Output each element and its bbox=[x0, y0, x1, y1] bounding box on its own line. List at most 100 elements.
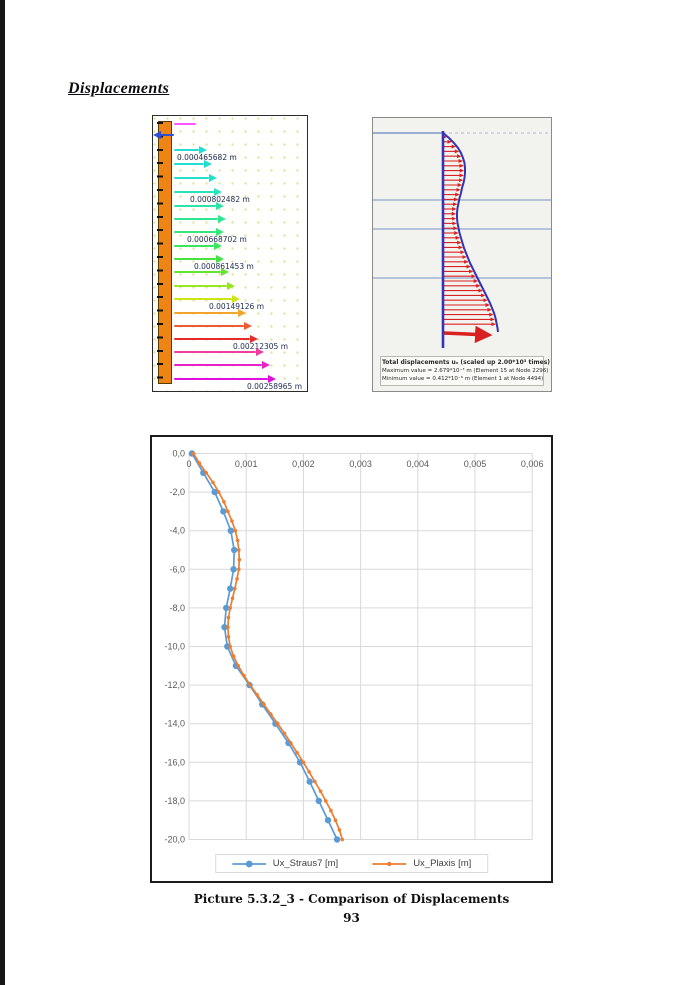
arrowhead-icon bbox=[216, 202, 224, 210]
displacement-arrow bbox=[174, 228, 224, 236]
data-point bbox=[306, 778, 313, 785]
data-point bbox=[323, 799, 328, 803]
displacement-arrow bbox=[174, 123, 196, 125]
data-point bbox=[226, 625, 230, 629]
straus7-arrow-layer: 0.000465682 m 0.000802482 m 0.000668702 m 0… bbox=[153, 116, 307, 391]
arrowhead-icon bbox=[218, 215, 226, 223]
displacement-arrow bbox=[174, 348, 264, 356]
displacement-arrow bbox=[174, 255, 224, 263]
data-point bbox=[313, 779, 317, 784]
displacement-arrow bbox=[174, 309, 246, 317]
data-point bbox=[235, 577, 239, 581]
data-point bbox=[230, 519, 234, 523]
arrowhead-icon bbox=[262, 361, 270, 369]
max-displacement-arrow bbox=[443, 325, 493, 344]
arrowhead-icon bbox=[199, 146, 207, 154]
y-tick-label: 0,0 bbox=[172, 449, 185, 459]
displacement-arrow bbox=[174, 295, 240, 303]
x-tick-label: 0 bbox=[186, 459, 191, 469]
data-point bbox=[230, 566, 237, 573]
data-point bbox=[337, 828, 342, 832]
legend-marker-icon bbox=[231, 860, 266, 867]
data-point bbox=[340, 837, 345, 842]
displacement-arrow bbox=[174, 375, 276, 383]
data-point bbox=[333, 836, 341, 843]
plaxis-displacement-plot bbox=[373, 131, 551, 348]
displacement-value-label: 0.00149126 m bbox=[209, 302, 265, 311]
data-point bbox=[226, 635, 231, 639]
displacement-arrow bbox=[153, 131, 174, 139]
data-point bbox=[224, 643, 231, 650]
data-point bbox=[230, 596, 235, 601]
data-point bbox=[295, 750, 299, 755]
displacement-value-label: 0.000465682 m bbox=[177, 153, 237, 162]
data-point bbox=[333, 818, 338, 822]
displacement-arrow bbox=[174, 202, 224, 210]
y-tick-label: -12,0 bbox=[164, 680, 185, 690]
data-point bbox=[329, 808, 333, 813]
x-tick-label: 0,003 bbox=[349, 459, 372, 469]
x-tick-label: 0,002 bbox=[292, 459, 315, 469]
arrowhead-icon bbox=[153, 131, 161, 139]
y-tick-label: -16,0 bbox=[164, 757, 185, 767]
displacement-arrow bbox=[174, 146, 207, 154]
y-tick-label: -14,0 bbox=[164, 719, 185, 729]
chart-legend: Ux_Straus7 [m] Ux_Plaxis [m] bbox=[214, 854, 489, 873]
data-point bbox=[237, 548, 241, 552]
legend-item: Ux_Plaxis [m] bbox=[372, 858, 471, 869]
data-point bbox=[262, 702, 266, 707]
x-tick-label: 0,001 bbox=[235, 459, 258, 469]
arrowhead-icon bbox=[214, 188, 222, 196]
displacement-arrow bbox=[174, 188, 222, 196]
data-point bbox=[227, 585, 234, 592]
displacement-arrow bbox=[174, 282, 235, 290]
data-point bbox=[191, 451, 196, 456]
comparison-chart: 0 0,001 0,002 0,003 0,004 0,005 0,006 0,0 -2,0 -4… bbox=[150, 435, 553, 883]
displacement-value-label: 0.00212305 m bbox=[233, 342, 289, 351]
data-point bbox=[227, 527, 234, 534]
arrowhead-icon bbox=[250, 335, 258, 343]
plaxis-info-title: Total displacements uₓ (scaled up 2.00*1… bbox=[382, 359, 551, 366]
data-point bbox=[237, 567, 241, 572]
data-point bbox=[216, 490, 221, 494]
displacement-value-label: 0.00258965 m bbox=[247, 382, 303, 391]
data-point bbox=[204, 471, 208, 475]
y-tick-label: -18,0 bbox=[164, 796, 185, 806]
arrowhead-icon bbox=[216, 255, 224, 263]
data-point bbox=[222, 500, 226, 504]
displacement-envelope bbox=[442, 132, 499, 333]
arrowhead-icon bbox=[209, 174, 217, 182]
data-point bbox=[315, 797, 322, 805]
data-point bbox=[221, 624, 228, 631]
data-point bbox=[231, 546, 238, 554]
data-point bbox=[231, 654, 236, 658]
arrowhead-icon bbox=[232, 295, 240, 303]
displacement-value-label: 0.000861453 m bbox=[194, 262, 254, 271]
page-number: 93 bbox=[343, 911, 360, 925]
displacement-arrow bbox=[174, 361, 270, 369]
displacement-arrow bbox=[174, 335, 258, 343]
plaxis-info-box: Total displacements uₓ (scaled up 2.00*1… bbox=[380, 356, 551, 386]
arrowhead-icon bbox=[238, 309, 246, 317]
y-tick-label: -2,0 bbox=[169, 487, 185, 497]
legend-marker-icon bbox=[372, 861, 407, 866]
data-point bbox=[223, 604, 230, 612]
data-point bbox=[318, 789, 323, 794]
chart-plot-area: 0 0,001 0,002 0,003 0,004 0,005 0,006 0,0 -2,0 -4… bbox=[164, 449, 544, 845]
displacement-arrow bbox=[174, 242, 222, 250]
displacement-arrow bbox=[174, 215, 226, 223]
displacement-value-label: 0.000802482 m bbox=[190, 195, 250, 204]
data-point bbox=[228, 644, 232, 649]
data-point bbox=[237, 557, 242, 562]
x-tick-label: 0,006 bbox=[521, 459, 544, 469]
data-point bbox=[211, 480, 215, 485]
section-heading: Displacements bbox=[68, 80, 170, 97]
data-point bbox=[211, 488, 218, 496]
data-point bbox=[307, 770, 311, 774]
legend-item: Ux_Straus7 [m] bbox=[231, 858, 338, 869]
data-point bbox=[233, 528, 238, 533]
plaxis-figure: Total displacements uₓ (scaled up 2.00*1… bbox=[372, 117, 552, 392]
arrowhead-icon bbox=[227, 282, 235, 290]
displacement-value-label: 0.000668702 m bbox=[187, 235, 247, 244]
